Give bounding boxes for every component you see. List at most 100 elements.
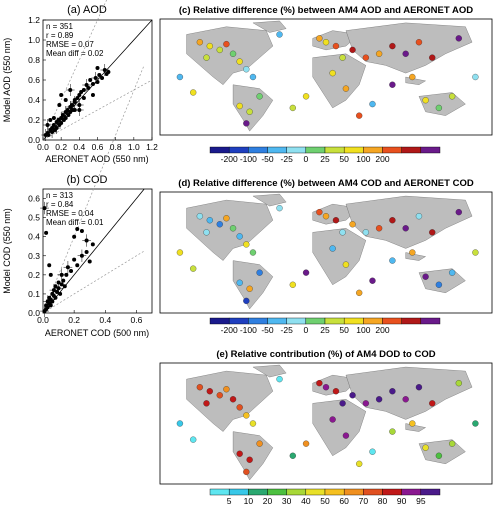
y-tick-label: 1.2	[28, 15, 40, 25]
point-marker	[90, 242, 95, 247]
continent-shape	[253, 365, 286, 377]
panel-a-points	[41, 0, 153, 141]
point-marker	[87, 259, 92, 264]
station-dot	[342, 432, 350, 439]
data-point	[44, 230, 49, 235]
colorbar-swatch	[267, 317, 287, 325]
colorbar-swatch	[420, 488, 441, 496]
x-tick-label: 0.2	[55, 142, 67, 152]
station-dot	[249, 73, 257, 81]
colorbar-swatch	[228, 146, 249, 154]
continent-shape	[233, 432, 273, 480]
data-point	[51, 116, 56, 120]
continent-shape	[313, 399, 366, 455]
station-dot	[349, 46, 356, 54]
station-dot	[190, 436, 197, 443]
colorbar-label: 30	[282, 496, 292, 506]
y-tick-label: 0.6	[28, 194, 40, 204]
point-marker	[95, 80, 100, 84]
point-marker	[63, 98, 68, 102]
station-dot	[203, 54, 210, 61]
data-point	[59, 121, 64, 125]
continent-shape	[346, 23, 472, 73]
station-dot	[216, 221, 223, 228]
station-dot	[362, 54, 369, 61]
station-dot	[369, 448, 376, 455]
panel-a-y-ticks: 0.0 0.2 0.4 0.6 0.8 1.0 1.2	[28, 15, 46, 145]
point-marker	[56, 280, 61, 285]
data-point	[40, 201, 49, 215]
y-tick-label: 0.4	[28, 95, 40, 105]
colorbar-swatch	[382, 146, 402, 154]
station-dot	[256, 440, 263, 447]
station-dot	[176, 249, 184, 256]
station-dot	[472, 73, 479, 81]
data-point	[82, 234, 91, 247]
point-marker	[81, 96, 86, 100]
continent-shape	[346, 196, 472, 248]
station-dot	[316, 35, 323, 42]
station-dot	[455, 380, 462, 387]
data-point	[63, 116, 68, 120]
point-marker	[84, 238, 89, 243]
colorbar-label: -50	[261, 154, 274, 164]
station-dot	[375, 225, 383, 232]
colorbar-swatch	[343, 317, 364, 325]
colorbar-swatch	[209, 488, 230, 496]
station-dot	[389, 81, 396, 88]
continent-shape	[187, 200, 273, 261]
colorbar-swatch	[305, 146, 326, 154]
point-marker	[106, 70, 111, 74]
point-marker	[59, 282, 64, 287]
data-point	[77, 249, 87, 262]
data-point	[90, 93, 95, 97]
station-dot	[322, 213, 330, 220]
station-dot	[236, 58, 243, 65]
data-point	[70, 103, 75, 107]
data-point	[106, 70, 111, 74]
data-point	[86, 86, 91, 90]
ref-line-2x	[42, 64, 145, 314]
point-marker	[79, 253, 84, 258]
point-marker	[93, 76, 98, 80]
station-dot	[246, 108, 253, 115]
data-point	[63, 98, 68, 102]
y-tick-label: 0.1	[28, 289, 40, 299]
panel-a-ylabel: Model AOD (550 nm)	[2, 38, 12, 123]
station-dot	[409, 73, 416, 81]
station-dot	[243, 468, 250, 476]
colorbar-label: 50	[320, 496, 330, 506]
colorbar-swatch	[420, 317, 441, 325]
data-point	[100, 76, 105, 80]
continent-shape	[253, 194, 286, 206]
station-dot	[316, 380, 323, 387]
station-dot	[389, 428, 396, 435]
station-dot	[402, 396, 409, 403]
continent-shape	[313, 228, 366, 284]
panel-a-stat-meandiff: Mean diff = 0.02	[46, 49, 104, 58]
point-marker	[69, 269, 74, 274]
point-marker	[77, 93, 82, 97]
point-marker	[79, 228, 84, 233]
colorbar-swatch	[343, 146, 364, 154]
colorbar-label: 80	[378, 496, 388, 506]
y-tick-label: 0.3	[28, 251, 40, 261]
station-dot	[472, 249, 479, 256]
station-dot	[362, 229, 369, 236]
point-marker	[75, 263, 80, 268]
station-dot	[429, 400, 436, 407]
colorbar-label: 25	[320, 325, 330, 335]
y-tick-label: 0.6	[28, 75, 40, 85]
station-dot	[216, 392, 223, 399]
point-marker	[61, 278, 66, 283]
data-point	[95, 66, 100, 70]
station-dot	[289, 452, 296, 459]
station-dot	[329, 69, 336, 77]
point-marker	[88, 78, 93, 82]
point-marker	[75, 96, 80, 100]
data-point	[59, 93, 64, 97]
data-point	[50, 299, 55, 304]
colorbar-swatch	[363, 488, 383, 496]
station-dot	[349, 392, 356, 399]
